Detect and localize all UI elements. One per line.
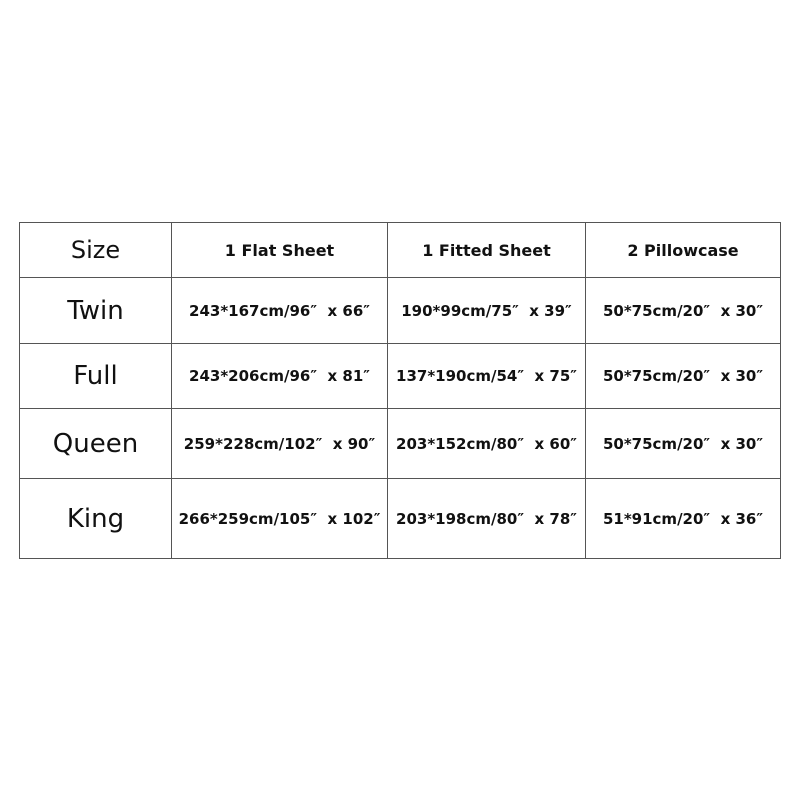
size-cell: Size <box>19 222 172 278</box>
table-row: Twin 243*167cm/96″ x 66″ 190*99cm/75″ x 39… <box>19 277 781 344</box>
size-table: Size 1 Flat Sheet 1 Fitted Sheet 2 Pillowca… <box>19 222 781 559</box>
dimension-cell: 50*75cm/20″ x 30″ <box>585 408 781 479</box>
size-cell: King <box>19 478 172 559</box>
dimension-cell: 203*198cm/80″ x 78″ <box>387 478 586 559</box>
dimension-cell: 243*206cm/96″ x 81″ <box>171 343 388 409</box>
dimension-cell: 1 Flat Sheet <box>171 222 388 278</box>
size-cell: Twin <box>19 277 172 344</box>
table-body: Size 1 Flat Sheet 1 Fitted Sheet 2 Pillowca… <box>19 222 781 559</box>
dimension-cell: 266*259cm/105″ x 102″ <box>171 478 388 559</box>
dimension-cell: 50*75cm/20″ x 30″ <box>585 277 781 344</box>
dimension-cell: 1 Fitted Sheet <box>387 222 586 278</box>
dimension-cell: 50*75cm/20″ x 30″ <box>585 343 781 409</box>
dimension-cell: 243*167cm/96″ x 66″ <box>171 277 388 344</box>
dimension-cell: 259*228cm/102″ x 90″ <box>171 408 388 479</box>
dimension-cell: 51*91cm/20″ x 36″ <box>585 478 781 559</box>
table-row: King 266*259cm/105″ x 102″ 203*198cm/80″ x… <box>19 478 781 559</box>
dimension-cell: 2 Pillowcase <box>585 222 781 278</box>
table-row: Full 243*206cm/96″ x 81″ 137*190cm/54″ x 7… <box>19 343 781 409</box>
size-cell: Queen <box>19 408 172 479</box>
dimension-cell: 203*152cm/80″ x 60″ <box>387 408 586 479</box>
table-row: Queen 259*228cm/102″ x 90″ 203*152cm/80″ x… <box>19 408 781 479</box>
size-cell: Full <box>19 343 172 409</box>
dimension-cell: 190*99cm/75″ x 39″ <box>387 277 586 344</box>
table-row: Size 1 Flat Sheet 1 Fitted Sheet 2 Pillowca… <box>19 222 781 278</box>
dimension-cell: 137*190cm/54″ x 75″ <box>387 343 586 409</box>
